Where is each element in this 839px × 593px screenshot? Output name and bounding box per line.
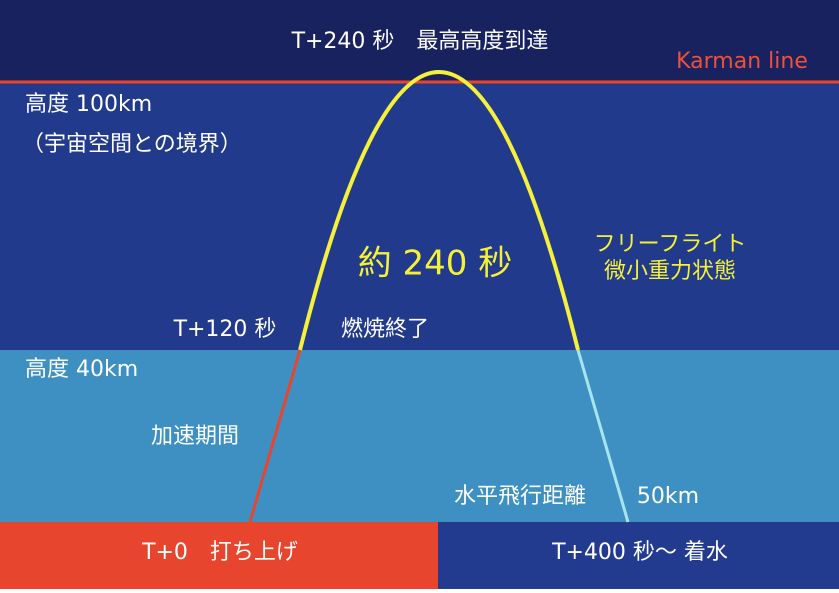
distance-label: 水平飛行距離 <box>454 484 586 509</box>
free-flight-label: フリーフライト <box>594 232 747 257</box>
splashdown-label: T+400 秒〜 着水 <box>551 540 728 565</box>
burnout-time: T+120 秒 <box>173 317 277 342</box>
altitude-note: （宇宙空間との境界） <box>22 132 242 157</box>
acceleration-label: 加速期間 <box>151 424 239 449</box>
space-band <box>0 82 839 350</box>
launch-panel <box>0 522 438 589</box>
launch-label: T+0 打ち上げ <box>141 540 298 565</box>
altitude-label: 高度 100km <box>25 92 152 117</box>
boost-path <box>248 349 302 523</box>
altitude-label: 高度 40km <box>25 357 138 382</box>
microgravity-label: 微小重力状態 <box>604 259 736 284</box>
duration-label: 約 240 秒 <box>358 244 513 284</box>
distance-value: 50km <box>637 484 699 509</box>
apogee-label: T+240 秒 最高高度到達 <box>291 29 549 54</box>
karman-label: Karman line <box>676 49 808 74</box>
upper-atmosphere <box>0 0 839 82</box>
free-flight-path <box>298 70 580 351</box>
burnout-label: 燃焼終了 <box>341 317 429 342</box>
splashdown-panel <box>438 522 839 589</box>
lower-band <box>0 350 839 522</box>
descent-path <box>576 349 630 523</box>
